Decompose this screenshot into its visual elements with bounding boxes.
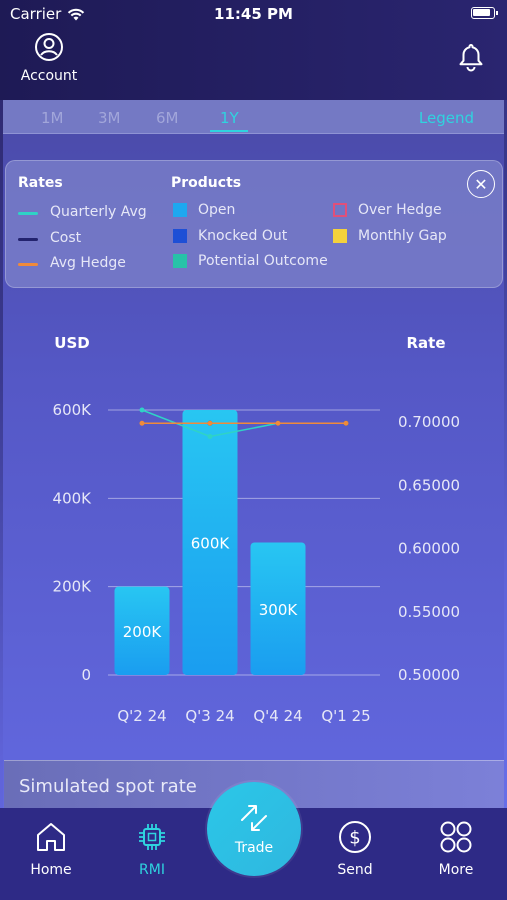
right-tick-label: 0.70000 (398, 413, 460, 431)
potential-outcome-swatch (173, 254, 187, 268)
bar-value-label: 600K (191, 535, 231, 553)
bell-icon (459, 44, 483, 72)
right-axis-title: Rate (406, 334, 445, 352)
period-tabs: 1M 3M 6M 1Y Legend (3, 100, 504, 134)
nav-rmi[interactable]: RMI (112, 820, 192, 878)
user-icon (35, 33, 63, 61)
dollar-circle-icon: $ (339, 821, 371, 853)
tab-6m[interactable]: 6M (156, 109, 179, 127)
legend-link[interactable]: Legend (418, 109, 474, 127)
series-point-Avg Hedge (275, 420, 281, 426)
simulated-spot-rate-title: Simulated spot rate (19, 776, 197, 797)
left-axis-title: USD (54, 334, 89, 352)
monthly-gap-swatch (333, 229, 347, 243)
top-header (0, 0, 507, 100)
carrier: Carrier (10, 5, 85, 23)
series-point-Quarterly Avg (139, 407, 145, 413)
hedge-chart: USD Rate 600K 400K 200K 0 0.70000 0.65000 0.6000… (0, 325, 507, 735)
trade-button[interactable]: Trade (207, 782, 301, 876)
status-bar: Carrier 11:45 PM (0, 0, 507, 28)
open-swatch (173, 203, 187, 217)
bar-value-label: 200K (123, 623, 163, 641)
svg-text:$: $ (349, 828, 360, 849)
left-tick-label: 400K (53, 489, 93, 507)
right-tick-label: 0.50000 (398, 666, 460, 684)
left-tick-label: 200K (53, 578, 93, 596)
legend-quarterly-avg: Quarterly Avg (50, 204, 147, 220)
legend-open: Open (198, 202, 236, 218)
bar-value-label: 300K (259, 601, 299, 619)
series-point-Avg Hedge (343, 420, 349, 426)
chart-svg: USD Rate 600K 400K 200K 0 0.70000 0.65000 0.6000… (53, 334, 461, 725)
bar-Q'4 24 (250, 542, 306, 675)
series-point-Avg Hedge (207, 420, 213, 426)
grid-dots-icon (440, 821, 472, 853)
left-tick-label: 0 (81, 666, 91, 684)
series-point-Quarterly Avg (207, 434, 213, 439)
knocked-out-swatch (173, 229, 187, 243)
battery-icon (471, 7, 498, 19)
legend-over-hedge: Over Hedge (358, 202, 442, 218)
bar-Q'3 24 (182, 410, 238, 675)
content-sheet: 1M 3M 6M 1Y Legend Rates Quarterly Avg C… (3, 100, 504, 810)
nav-send[interactable]: $ Send (315, 820, 395, 878)
close-icon: ✕ (474, 174, 488, 194)
account-label: Account (20, 68, 78, 84)
trade-label: Trade (234, 840, 274, 856)
nav-more[interactable]: More (416, 820, 496, 878)
right-tick-label: 0.60000 (398, 540, 460, 558)
tab-3m[interactable]: 3M (98, 109, 121, 127)
chip-icon (139, 824, 165, 850)
swap-arrows-icon (241, 805, 267, 831)
nav-send-label: Send (337, 862, 373, 878)
rates-heading: Rates (18, 175, 63, 191)
nav-home-label: Home (30, 862, 72, 878)
legend-cost: Cost (50, 230, 82, 246)
nav-home[interactable]: Home (11, 820, 91, 878)
category-label: Q'3 24 (185, 707, 234, 725)
left-tick-label: 600K (53, 401, 93, 419)
notifications-button[interactable] (457, 42, 485, 76)
cost-swatch (18, 238, 38, 241)
carrier-label: Carrier (10, 5, 62, 23)
right-tick-label: 0.65000 (398, 476, 460, 494)
bar-Q'2 24 (114, 586, 170, 675)
wifi-icon (68, 8, 85, 20)
nav-more-label: More (438, 862, 474, 878)
category-label: Q'4 24 (253, 707, 302, 725)
nav-rmi-label: RMI (139, 862, 165, 878)
series-point-Avg Hedge (139, 420, 145, 426)
category-label: Q'2 24 (117, 707, 166, 725)
legend-potential-outcome: Potential Outcome (198, 253, 328, 269)
legend-avg-hedge: Avg Hedge (50, 255, 126, 271)
legend-panel: Rates Quarterly Avg Cost Avg Hedge Produ… (5, 160, 503, 288)
home-icon (37, 823, 65, 851)
legend-monthly-gap: Monthly Gap (358, 228, 447, 244)
active-tab-indicator (210, 130, 248, 132)
products-heading: Products (171, 175, 242, 191)
tab-1y[interactable]: 1Y (220, 109, 239, 127)
avg-hedge-swatch (18, 263, 38, 266)
status-time: 11:45 PM (214, 5, 293, 23)
quarterly-avg-swatch (18, 212, 38, 215)
legend-knocked-out: Knocked Out (198, 228, 288, 244)
tab-1m[interactable]: 1M (41, 109, 64, 127)
category-label: Q'1 25 (321, 707, 370, 725)
over-hedge-swatch (333, 203, 347, 217)
account-button[interactable]: Account (18, 32, 80, 84)
close-legend-button[interactable]: ✕ (467, 170, 495, 198)
right-tick-label: 0.55000 (398, 603, 460, 621)
